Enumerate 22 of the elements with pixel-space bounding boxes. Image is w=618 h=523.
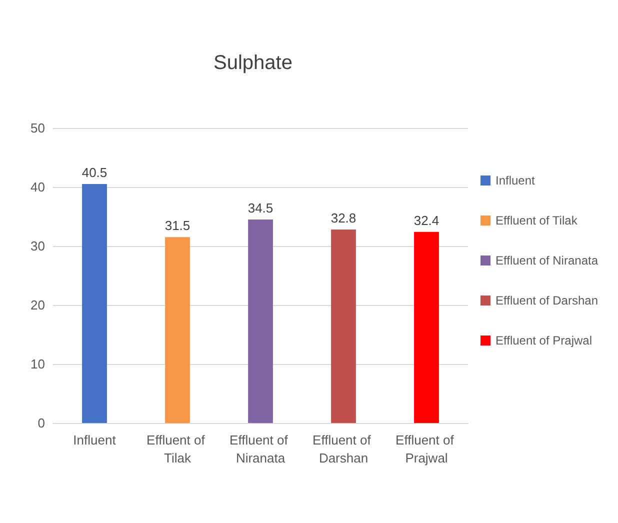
data-label: 32.8 — [330, 210, 356, 226]
y-tick-label: 0 — [38, 416, 45, 430]
legend-label: Effluent of Prajwal — [495, 334, 592, 348]
data-label: 34.5 — [248, 200, 274, 216]
x-tick-label: Effluent of Tilak — [146, 432, 208, 466]
y-tick-label: 40 — [30, 180, 45, 194]
x-tick-label: Effluent of Darshan — [312, 432, 374, 466]
y-tick-label: 10 — [30, 356, 45, 372]
legend-label: Effluent of Niranata — [495, 254, 598, 268]
data-label: 40.5 — [82, 165, 108, 180]
chart-title: Sulphate — [214, 52, 292, 74]
x-tick-label: Influent — [73, 432, 116, 448]
data-label: 31.5 — [164, 218, 190, 234]
y-tick-label: 50 — [30, 120, 45, 136]
x-tick-label: Effluent of Niranata — [230, 432, 292, 466]
data-label: 32.4 — [414, 212, 440, 228]
legend-label: Influent — [495, 174, 536, 188]
y-tick-label: 30 — [30, 238, 45, 254]
x-tick-label: Effluent of Prajwal — [396, 432, 458, 466]
y-tick-label: 20 — [30, 298, 45, 312]
legend-label: Effluent of Tilak — [495, 214, 578, 228]
legend-label: Effluent of Darshan — [495, 294, 598, 308]
